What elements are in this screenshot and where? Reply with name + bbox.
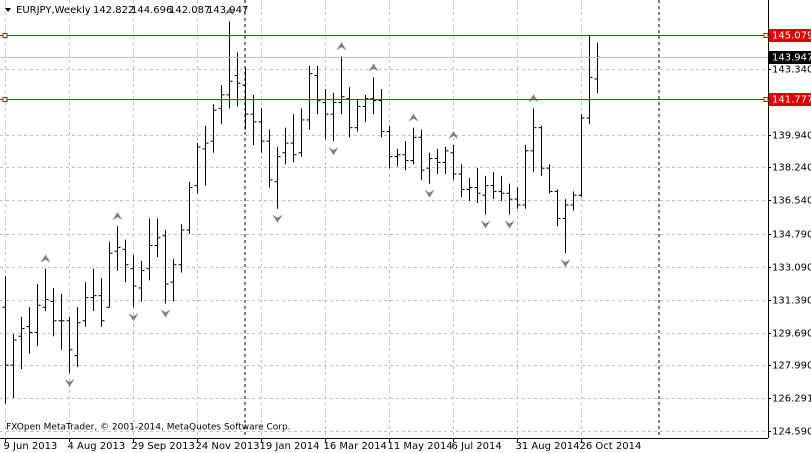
level-label: 145.079	[772, 31, 811, 42]
y-tick-label: 143.340	[772, 65, 811, 76]
fractal-down	[272, 214, 283, 223]
fractal-down	[328, 147, 339, 156]
fractal-down	[480, 220, 491, 229]
header-high: 144.696	[131, 5, 172, 16]
fractal-down	[128, 313, 139, 322]
y-tick-label: 139.940	[772, 131, 811, 142]
x-tick-label: 4 Aug 2013	[68, 441, 126, 452]
level-anchor	[763, 33, 769, 38]
x-tick-label: 26 Oct 2014	[580, 441, 642, 452]
x-tick-label: 16 Mar 2014	[324, 441, 387, 452]
x-tick-label: 19 Jan 2014	[260, 441, 320, 452]
y-tick-label: 133.090	[772, 263, 811, 274]
level-anchor	[2, 97, 8, 102]
level-label-bg	[769, 93, 811, 106]
copyright: FXOpen MetaTrader, © 2001-2014, MetaQuot…	[6, 423, 291, 433]
chart-title: EURJPY,Weekly	[16, 5, 91, 16]
fractal-up	[408, 113, 419, 122]
fractal-up	[224, 7, 235, 16]
y-tick-label: 134.790	[772, 230, 811, 241]
fractal-up	[112, 212, 123, 221]
y-tick-label: 131.390	[772, 296, 811, 307]
fractal-down	[504, 220, 515, 229]
fractal-down	[424, 189, 435, 198]
level-label-bg	[769, 29, 811, 42]
fractal-down	[64, 378, 75, 387]
header-low: 142.087	[169, 5, 210, 16]
x-tick-label: 11 May 2014	[388, 441, 453, 452]
x-tick-label: 31 Aug 2014	[516, 441, 580, 452]
fractal-up	[448, 131, 459, 140]
fractal-up	[336, 42, 347, 51]
level-label: 141.777	[772, 95, 811, 106]
level-anchor	[2, 33, 8, 38]
x-tick-label: 24 Nov 2013	[196, 441, 260, 452]
x-tick-label: 6 Jul 2014	[452, 441, 502, 452]
fractal-up	[40, 254, 51, 263]
bid-label-bg	[769, 51, 811, 64]
y-tick-label: 126.291	[772, 394, 811, 405]
fractal-down	[160, 309, 171, 318]
bid-label: 143.947	[772, 53, 811, 64]
menu-triangle	[5, 8, 11, 12]
y-tick-label: 124.590	[772, 427, 811, 438]
y-tick-label: 136.540	[772, 196, 811, 207]
fractal-down	[560, 259, 571, 268]
header-open: 142.822	[93, 5, 134, 16]
y-tick-label: 127.990	[772, 361, 811, 372]
level-anchor	[763, 97, 769, 102]
y-tick-label: 138.240	[772, 163, 811, 174]
y-tick-label: 129.690	[772, 329, 811, 340]
x-tick-label: 29 Sep 2013	[132, 441, 195, 452]
fractal-up	[528, 94, 539, 103]
header-close: 143.947	[207, 5, 248, 16]
fractal-up	[368, 63, 379, 72]
x-tick-label: 9 Jun 2013	[4, 441, 58, 452]
marks	[0, 0, 768, 438]
